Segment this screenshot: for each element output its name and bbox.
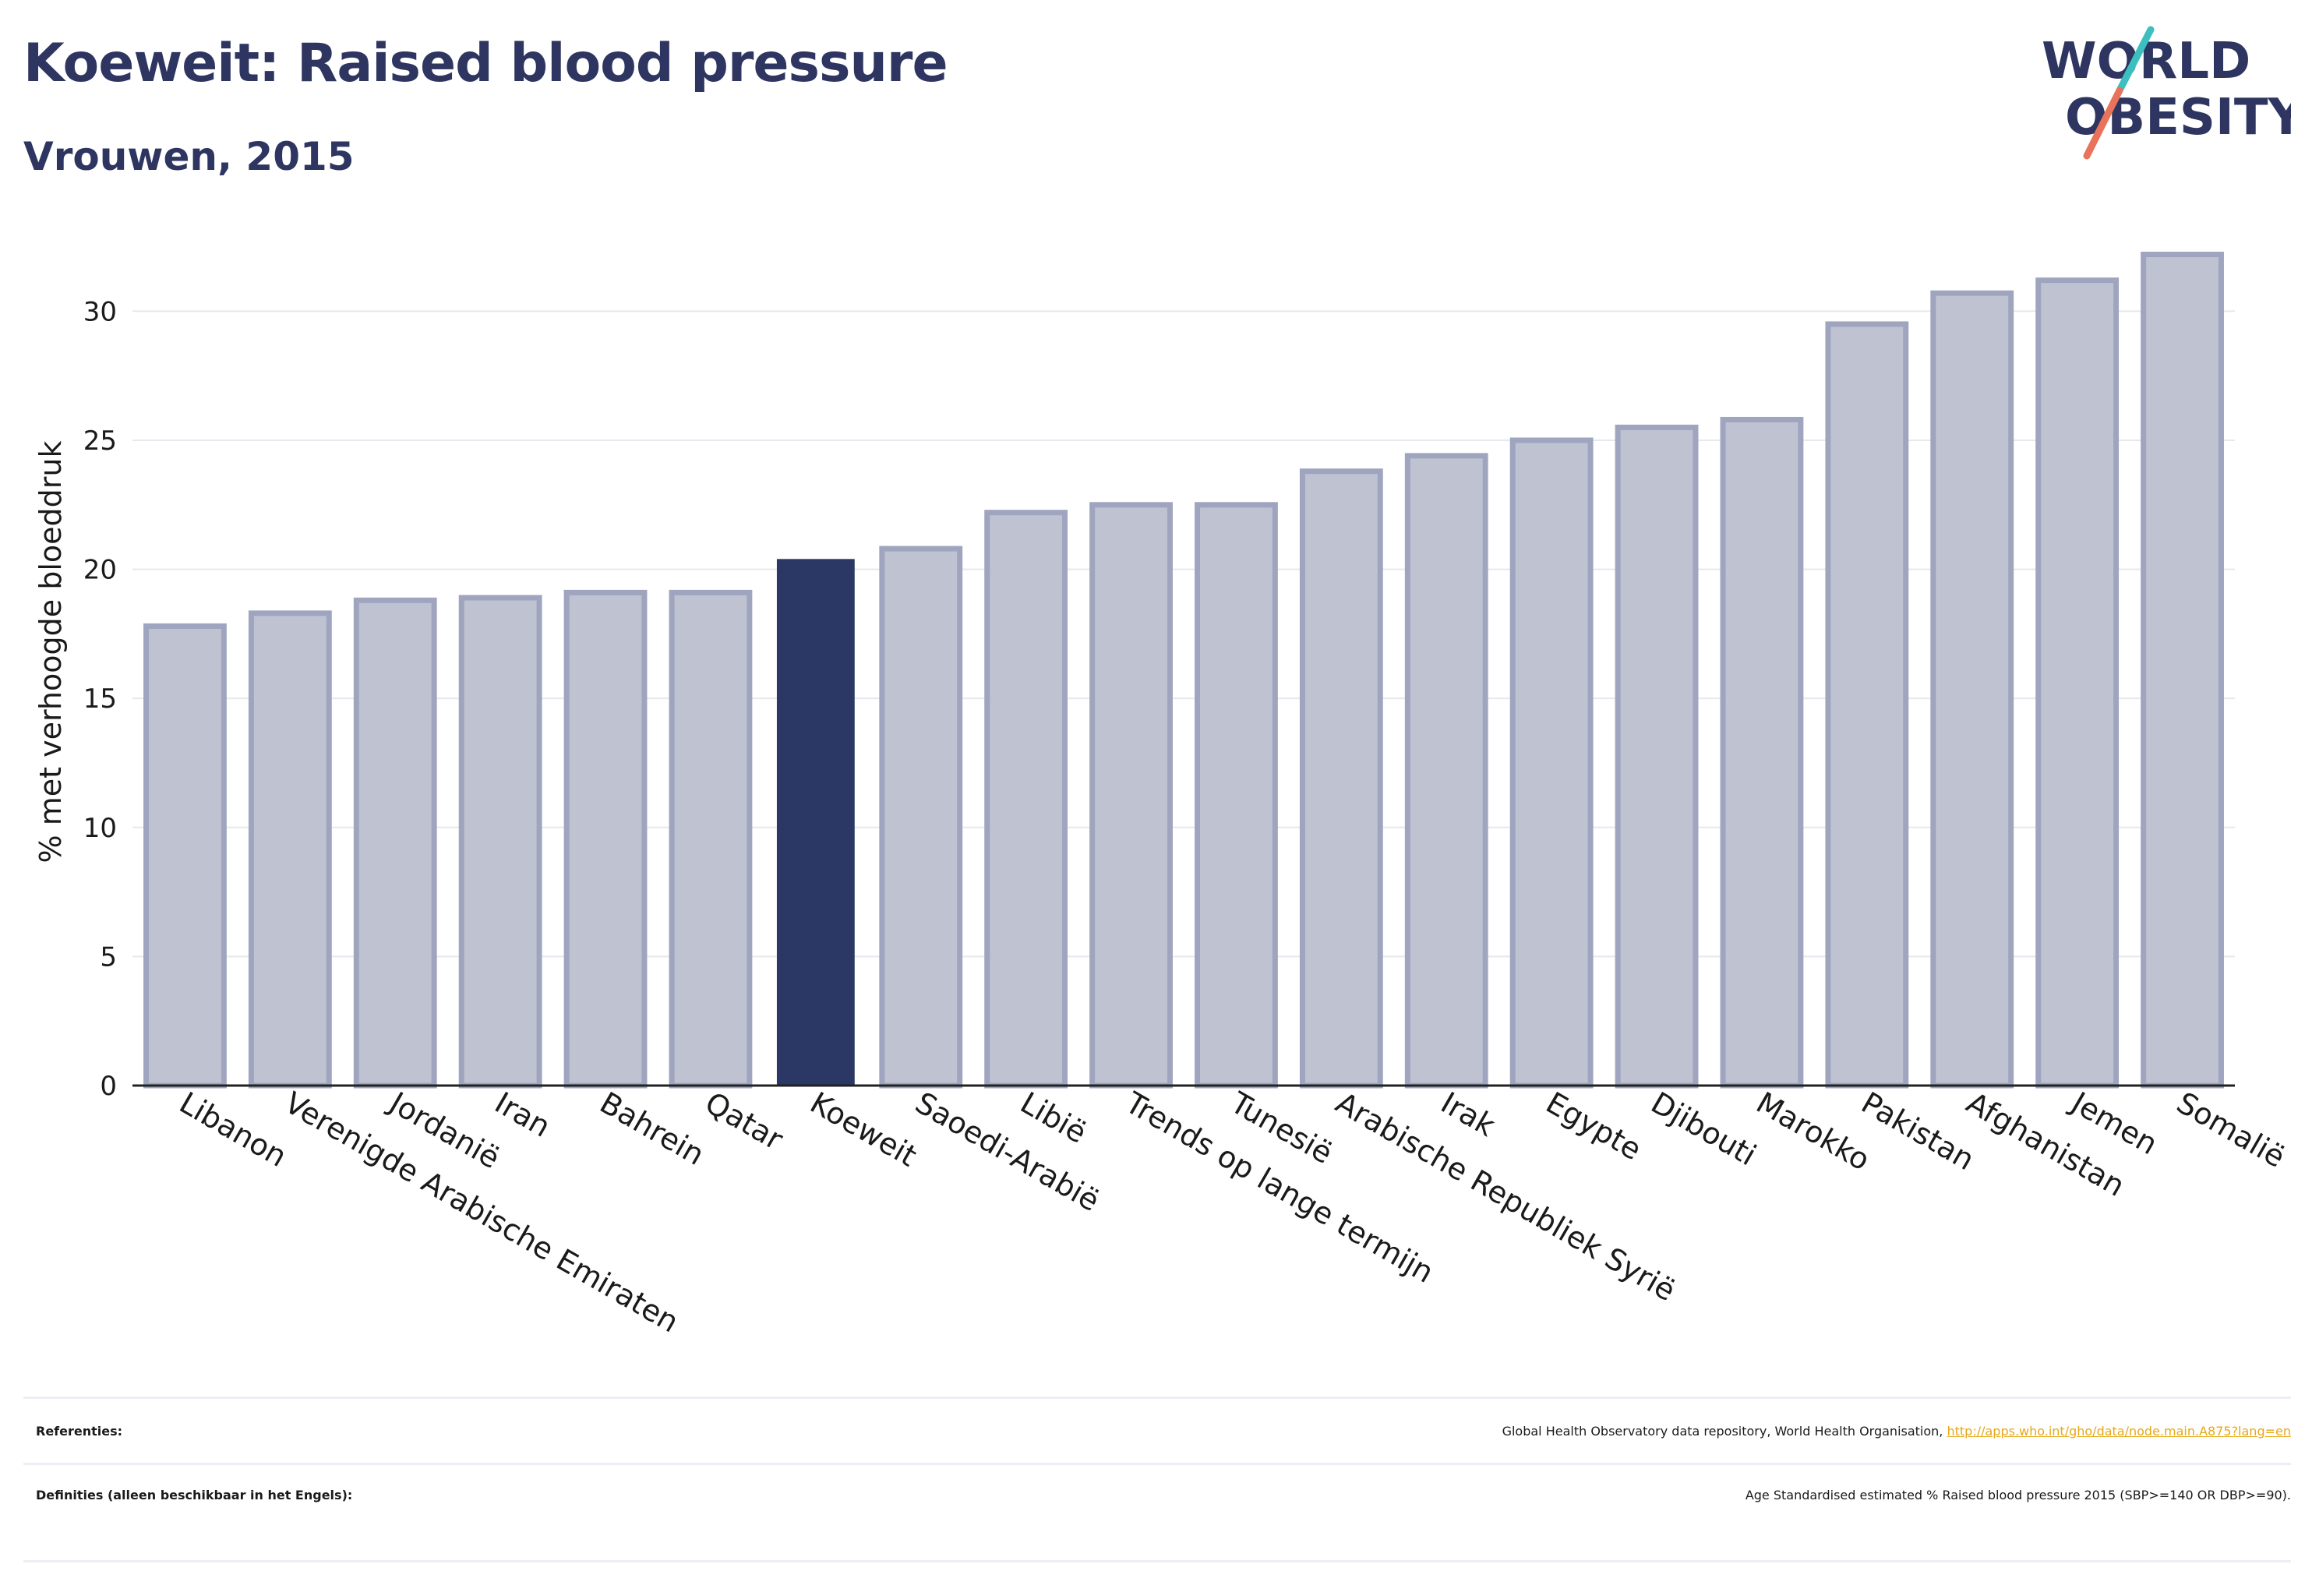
definitions-label: Definities (alleen beschikbaar in het En… (36, 1488, 353, 1502)
chart-subtitle: Vrouwen, 2015 (23, 134, 355, 179)
bar (2141, 251, 2224, 1089)
y-tick-label: 10 (83, 813, 117, 844)
references-text: Global Health Observatory data repositor… (1502, 1424, 1947, 1439)
y-axis-label: % met verhoogde bloeddruk (34, 441, 68, 863)
bar (143, 623, 227, 1089)
x-tick-label: Saoedi-Arabië (909, 1086, 1105, 1218)
y-tick-label: 20 (83, 555, 117, 586)
bar (353, 597, 437, 1089)
world-obesity-logo: WORLD OBESITY (2042, 26, 2291, 160)
bar (1195, 502, 1278, 1089)
bar (776, 559, 855, 1086)
footer-divider-top (23, 1396, 2291, 1399)
bar (1404, 453, 1488, 1089)
x-tick-label: Arabische Republiek Syrië (1330, 1086, 1682, 1308)
bar (879, 546, 963, 1089)
bar (2035, 277, 2120, 1089)
x-tick-label: Iran (489, 1086, 556, 1144)
bar (984, 510, 1068, 1089)
footer-divider-bottom (23, 1560, 2291, 1562)
x-tick-label: Libië (1015, 1086, 1092, 1150)
bar (248, 610, 332, 1089)
logo-slash-top (2116, 26, 2155, 94)
x-tick-label: Qatar (699, 1086, 789, 1157)
x-tick-label: Bahrein (595, 1086, 711, 1172)
references-link[interactable]: http://apps.who.int/gho/data/node.main.A… (1947, 1424, 2291, 1439)
bar (1509, 437, 1594, 1089)
bar-chart: 0 5 10 15 20 25 30 % met verhoogde bloeddruk Lib… (34, 251, 2291, 1340)
y-tick-label: 15 (83, 683, 117, 715)
y-tick-label: 25 (83, 425, 117, 457)
bar (1825, 321, 1909, 1089)
references-label: Referenties: (36, 1424, 123, 1439)
bar (1615, 424, 1699, 1089)
x-tick-label: Irak (1435, 1086, 1501, 1143)
bar (669, 589, 753, 1089)
bar (1299, 468, 1383, 1089)
x-tick-label: Marokko (1750, 1086, 1876, 1178)
x-tick-label: Pakistan (1855, 1086, 1980, 1178)
x-tick-label: Koeweit (804, 1086, 923, 1174)
references-value: Global Health Observatory data repositor… (577, 1415, 2291, 1448)
bar (458, 595, 542, 1089)
y-tick-label: 5 (100, 941, 117, 973)
bar (1089, 502, 1173, 1089)
chart-title: Koeweit: Raised blood pressure (23, 33, 948, 94)
bar (563, 589, 648, 1089)
x-tick-label: Libanon (174, 1086, 292, 1174)
y-tick-label: 0 (100, 1071, 117, 1102)
definitions-value: Age Standardised estimated % Raised bloo… (1745, 1488, 2291, 1502)
footer-divider-middle (23, 1463, 2291, 1465)
logo-slash-bottom (2083, 87, 2123, 160)
x-tick-label: Somalië (2171, 1086, 2291, 1174)
bar (1930, 290, 2014, 1089)
x-tick-label: Egypte (1541, 1086, 1647, 1167)
bar (1720, 416, 1804, 1089)
x-tick-label: Djibouti (1646, 1086, 1763, 1173)
y-tick-label: 30 (83, 296, 117, 327)
